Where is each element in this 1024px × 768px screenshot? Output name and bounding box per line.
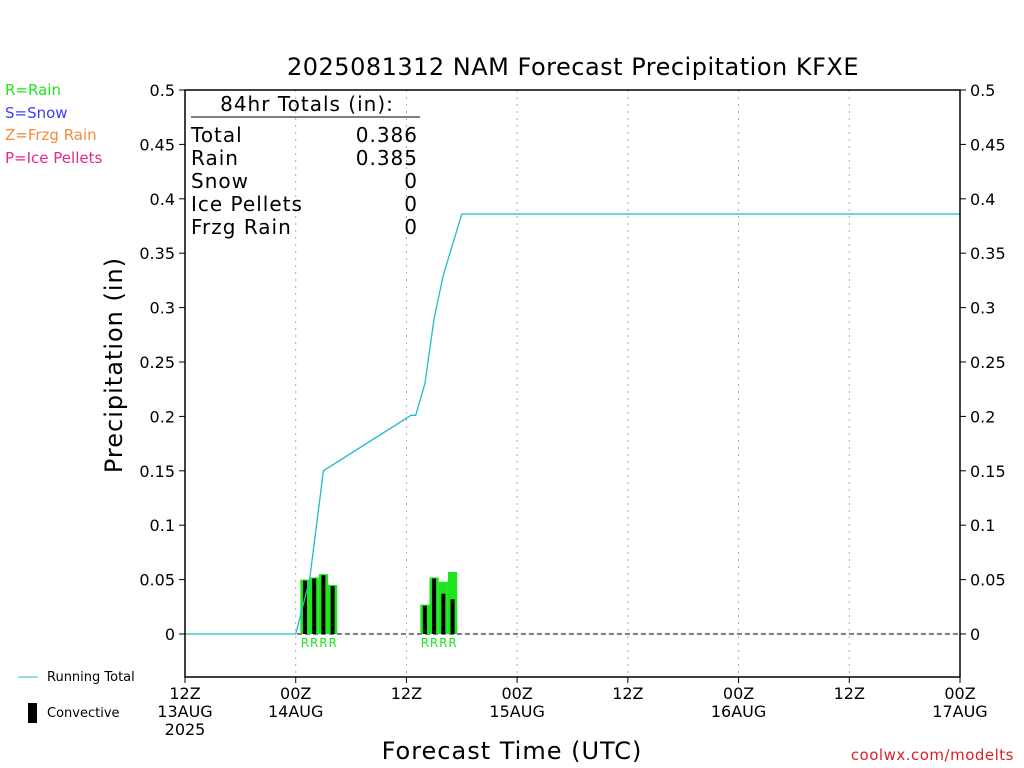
totals-row-label-4: Frzg Rain xyxy=(191,215,292,239)
x-tick-label-0-1: 13AUG xyxy=(157,702,212,721)
chart-title: 2025081312 NAM Forecast Precipitation KF… xyxy=(287,53,859,81)
running-total-line xyxy=(185,213,960,635)
x-tick-label-0-2: 2025 xyxy=(165,720,206,739)
legend-rain: R=Rain xyxy=(5,81,61,99)
rain-type-label-0: R xyxy=(301,636,309,650)
convective-bar-3 xyxy=(330,586,335,634)
y-tick-label-left-2: 0.1 xyxy=(150,516,175,535)
x-tick-label-1-0: 00Z xyxy=(280,684,311,703)
y-tick-label-left-3: 0.15 xyxy=(139,462,175,481)
y-tick-label-right-8: 0.4 xyxy=(970,190,995,209)
x-tick-label-6-0: 12Z xyxy=(834,684,865,703)
totals-row-label-1: Rain xyxy=(191,146,239,170)
plot-frame xyxy=(184,89,961,678)
totals-row-label-2: Snow xyxy=(191,169,249,193)
rain-type-label-2: R xyxy=(319,636,327,650)
y-tick-label-right-3: 0.15 xyxy=(970,462,1006,481)
totals-heading: 84hr Totals (in): xyxy=(220,92,394,116)
rain-type-label-7: R xyxy=(448,636,456,650)
totals-row-label-0: Total xyxy=(190,123,243,147)
y-tick-label-left-5: 0.25 xyxy=(139,353,175,372)
x-tick-label-1-1: 14AUG xyxy=(268,702,323,721)
x-tick-label-5-1: 16AUG xyxy=(711,702,766,721)
convective-legend-label: Convective xyxy=(47,706,120,721)
y-tick-label-right-9: 0.45 xyxy=(970,135,1006,154)
y-tick-label-left-4: 0.2 xyxy=(150,407,175,426)
y-tick-label-right-6: 0.3 xyxy=(970,299,995,318)
y-tick-label-right-1: 0.05 xyxy=(970,571,1006,590)
totals-row-value-3: 0 xyxy=(404,192,418,216)
x-tick-label-2-0: 12Z xyxy=(391,684,422,703)
y-tick-label-right-5: 0.25 xyxy=(970,353,1006,372)
y-tick-label-left-7: 0.35 xyxy=(139,244,175,263)
totals-row-value-2: 0 xyxy=(404,169,418,193)
convective-bar-5 xyxy=(432,578,437,634)
y-tick-label-right-7: 0.35 xyxy=(970,244,1006,263)
convective-legend-swatch xyxy=(28,703,37,723)
rain-type-label-3: R xyxy=(328,636,336,650)
y-tick-label-left-1: 0.05 xyxy=(139,571,175,590)
y-tick-label-left-6: 0.3 xyxy=(150,299,175,318)
rain-type-label-6: R xyxy=(439,636,447,650)
y-tick-label-left-8: 0.4 xyxy=(150,190,175,209)
y-axis-label: Precipitation (in) xyxy=(100,257,128,473)
legend-frzg-rain: Z=Frzg Rain xyxy=(5,126,97,144)
x-tick-label-3-0: 00Z xyxy=(501,684,532,703)
y-tick-label-left-9: 0.45 xyxy=(139,135,175,154)
x-tick-label-7-1: 17AUG xyxy=(932,702,987,721)
y-tick-label-right-2: 0.1 xyxy=(970,516,995,535)
totals-row-value-0: 0.386 xyxy=(356,123,418,147)
x-tick-label-0-0: 12Z xyxy=(169,684,200,703)
legend-snow: S=Snow xyxy=(5,104,68,122)
rain-type-label-5: R xyxy=(430,636,438,650)
y-tick-label-right-4: 0.2 xyxy=(970,407,995,426)
running-total-series xyxy=(185,213,960,635)
convective-bar-7 xyxy=(450,599,455,634)
convective-bar-1 xyxy=(312,578,317,634)
convective-bar-2 xyxy=(321,575,326,634)
totals-row-label-3: Ice Pellets xyxy=(191,192,303,216)
running-total-legend-label: Running Total xyxy=(47,670,135,685)
y-axis-ticks: 0 00.05 0.050.1 0.10.15 0.150.2 0.20.25 0.250.… xyxy=(139,81,1005,644)
x-tick-label-7-0: 00Z xyxy=(944,684,975,703)
y-tick-label-right-0: 0 xyxy=(970,625,980,644)
x-tick-label-4-0: 12Z xyxy=(612,684,643,703)
x-tick-label-3-1: 15AUG xyxy=(489,702,544,721)
site-credit: coolwx.com/modelts xyxy=(850,746,1014,764)
totals-row-value-4: 0 xyxy=(404,215,418,239)
plot-border xyxy=(184,89,961,678)
y-tick-label-left-10: 0.5 xyxy=(150,81,175,100)
x-axis-label: Forecast Time (UTC) xyxy=(382,737,643,765)
y-tick-label-left-0: 0 xyxy=(165,625,175,644)
totals-row-value-1: 0.385 xyxy=(356,146,418,170)
x-tick-label-5-0: 00Z xyxy=(723,684,754,703)
legend-ice-pellets: P=Ice Pellets xyxy=(5,149,103,167)
rain-type-label-1: R xyxy=(310,636,318,650)
convective-bar-6 xyxy=(441,593,446,634)
convective-bar-0 xyxy=(302,580,307,634)
y-tick-label-right-10: 0.5 xyxy=(970,81,995,100)
totals-box: 84hr Totals (in): Total 0.386 Rain 0.385 Snow… xyxy=(190,92,420,239)
rain-type-label-4: R xyxy=(421,636,429,650)
convective-bar-4 xyxy=(422,605,427,634)
